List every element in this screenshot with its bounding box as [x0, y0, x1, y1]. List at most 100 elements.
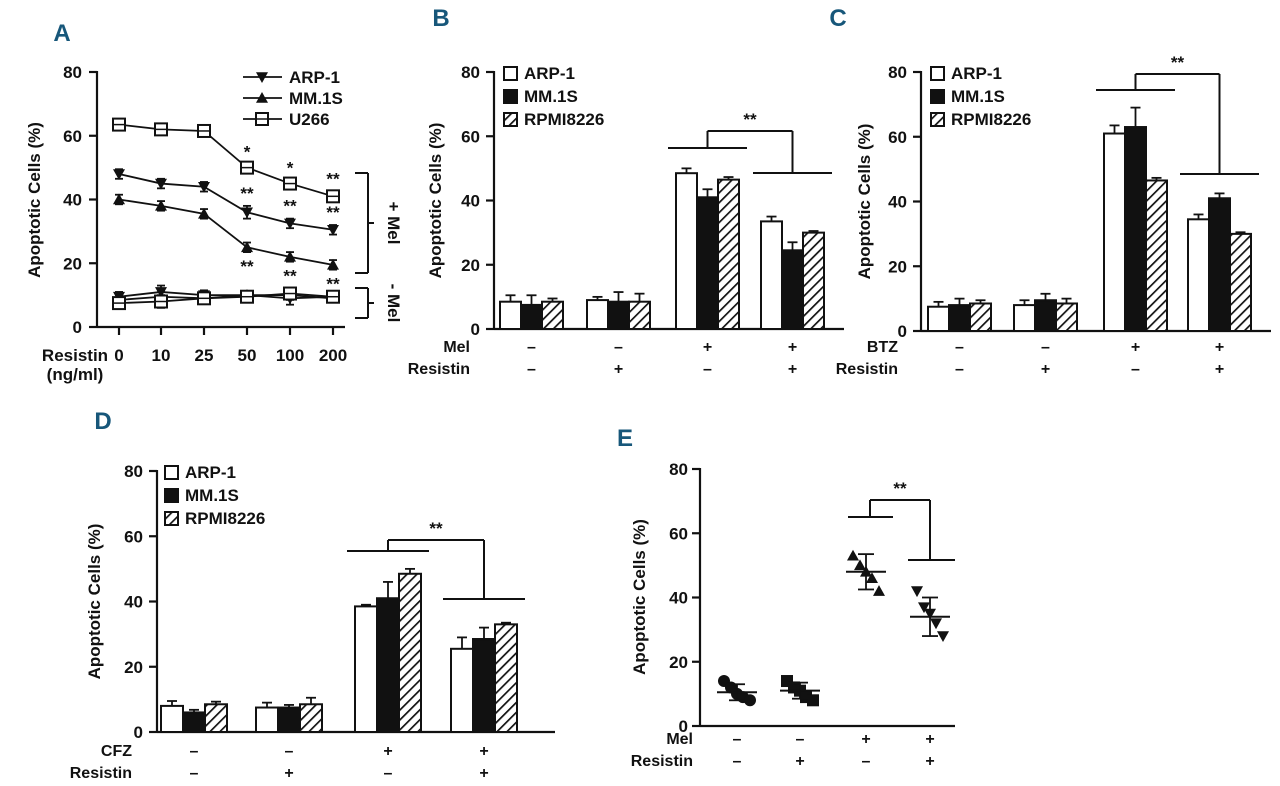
bar-arp-1	[1187, 218, 1210, 332]
condition-sign: –	[862, 753, 871, 770]
condition-sign: +	[1041, 361, 1050, 378]
y-axis-title: Apoptotic Cells (%)	[25, 122, 44, 278]
bar-group-2	[1013, 292, 1078, 333]
condition-label: Resistin	[631, 753, 693, 770]
y-tick-label: 80	[669, 460, 688, 479]
condition-sign: –	[733, 753, 742, 770]
legend-label: ARP-1	[951, 64, 1002, 83]
bar-group-4	[1187, 192, 1252, 332]
bar-mm-1s	[182, 711, 206, 733]
condition-sign: –	[955, 339, 964, 356]
legend-marker	[256, 72, 268, 83]
y-tick-label: 40	[124, 593, 143, 612]
bar-arp-1	[675, 172, 698, 330]
bar-mm-1s	[277, 706, 301, 733]
x-tick-label: 25	[195, 346, 214, 365]
bar-mm-1s	[472, 638, 496, 733]
condition-sign: –	[384, 765, 393, 782]
bar-group-3	[354, 567, 422, 733]
y-axis-title: Apoptotic Cells (%)	[426, 123, 445, 279]
bar-mm-1s	[948, 304, 971, 333]
series-mm-1s-plus-mel: ** ** **	[113, 193, 340, 294]
series-line	[118, 291, 334, 300]
legend-swatch	[164, 488, 179, 503]
condition-sign: –	[190, 743, 199, 760]
condition-sign: –	[703, 361, 712, 378]
panel-letter: C	[829, 5, 846, 32]
group-brackets: + Mel - Mel	[355, 172, 403, 322]
significance-label: **	[326, 275, 340, 294]
bar-rpmi8226	[1055, 302, 1078, 333]
condition-sign: +	[788, 339, 797, 356]
scatter-group-2	[780, 675, 820, 707]
legend-label: RPMI8226	[951, 110, 1031, 129]
bar-rpmi8226	[299, 703, 323, 733]
panel-b: B 0 20 40 60 80 Apoptotic Cells (%) ARP-1 MM.1S R…	[408, 5, 844, 378]
bar-mm-1s	[607, 300, 630, 331]
data-point	[155, 199, 167, 211]
bar-rpmi8226	[802, 231, 825, 330]
bar-mm-1s	[1034, 299, 1057, 332]
legend-swatch	[503, 89, 518, 104]
x-tick-label: 10	[152, 346, 171, 365]
condition-label: Mel	[443, 339, 470, 356]
bar-rpmi8226	[398, 572, 422, 733]
y-axis-title: Apoptotic Cells (%)	[85, 524, 104, 680]
y-tick-label: 40	[669, 589, 688, 608]
bar-rpmi8226	[628, 300, 651, 331]
panel-c: C 0 20 40 60 80 Apoptotic Cells (%) ARP-1 MM.1S R…	[829, 5, 1271, 378]
condition-sign: –	[285, 743, 294, 760]
x-tick-label: 0	[114, 346, 123, 365]
legend-label: ARP-1	[185, 463, 236, 482]
condition-label: CFZ	[101, 743, 132, 760]
y-tick-label: 20	[461, 256, 480, 275]
bar-arp-1	[255, 706, 279, 733]
condition-label: BTZ	[867, 339, 898, 356]
condition-sign: +	[479, 765, 488, 782]
data-point	[284, 218, 296, 230]
panel-letter: A	[53, 20, 70, 47]
scatter-group-4	[910, 586, 950, 643]
y-axis-title: Apoptotic Cells (%)	[630, 519, 649, 675]
condition-sign: –	[527, 361, 536, 378]
y-tick-label: 20	[124, 658, 143, 677]
condition-label: Resistin	[70, 765, 132, 782]
significance-bracket: **	[668, 110, 832, 174]
condition-sign: –	[733, 731, 742, 748]
y-tick-label: 60	[461, 127, 480, 146]
y-tick-label: 60	[63, 127, 82, 146]
x-tick-label: 200	[319, 346, 347, 365]
scatter-group-1	[717, 675, 757, 707]
condition-label: Mel	[666, 731, 693, 748]
significance-bracket: **	[347, 519, 525, 600]
bar-group-1	[927, 297, 992, 333]
condition-sign: –	[190, 765, 199, 782]
bar-rpmi8226	[204, 703, 228, 733]
condition-sign: +	[925, 731, 934, 748]
legend-label: MM.1S	[524, 87, 578, 106]
legend-label: RPMI8226	[524, 110, 604, 129]
panel-a: A 0 20 40 60 80 Apoptotic Cells (%) 0 10 25 50 100 2…	[25, 20, 403, 384]
legend-swatch	[164, 511, 179, 526]
y-tick-label: 0	[679, 717, 688, 736]
x-axis-title: Resistin	[42, 346, 108, 365]
y-tick-label: 40	[63, 191, 82, 210]
data-point	[198, 207, 210, 219]
condition-sign: +	[925, 753, 934, 770]
significance-label: **	[893, 479, 907, 498]
bar-group-1	[499, 294, 564, 331]
y-tick-label: 0	[471, 320, 480, 339]
bar-rpmi8226	[541, 300, 564, 331]
y-tick-label: 80	[461, 63, 480, 82]
condition-sign: +	[1215, 361, 1224, 378]
bar-arp-1	[586, 299, 609, 330]
legend-label: ARP-1	[289, 68, 340, 87]
data-point	[327, 258, 339, 270]
bar-arp-1	[1103, 132, 1126, 332]
y-tick-label: 20	[63, 254, 82, 273]
data-point	[198, 181, 210, 193]
y-tick-label: 0	[73, 318, 82, 337]
series-arp-1-plus-mel: ** ** **	[113, 168, 340, 236]
legend-swatch	[930, 66, 945, 81]
